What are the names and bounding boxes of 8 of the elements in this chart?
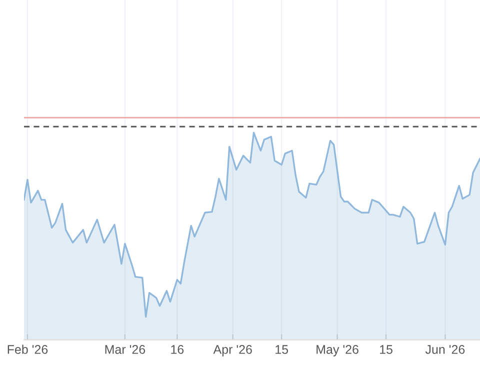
- x-tick-label: Apr '26: [213, 345, 252, 356]
- x-tick-label: 15: [276, 345, 288, 354]
- x-tick-label: 16: [171, 345, 184, 354]
- x-tick-label: Feb '26: [8, 344, 48, 354]
- x-tick-label: May '26: [316, 345, 358, 356]
- x-tick-label: Jun '26: [425, 345, 465, 354]
- x-tick-label: Mar '26: [105, 345, 146, 354]
- x-tick-label: 15: [380, 345, 392, 354]
